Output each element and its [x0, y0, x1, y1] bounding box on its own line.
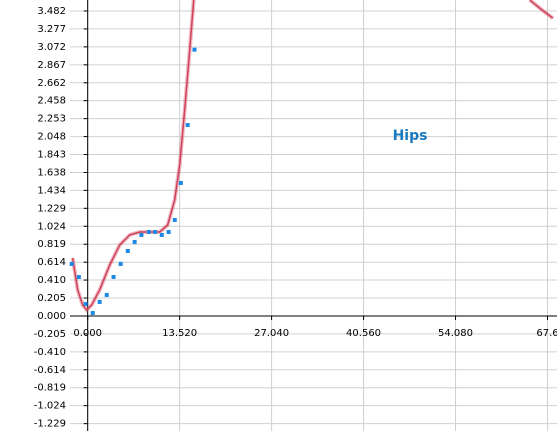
data-point	[111, 274, 116, 279]
y-tick-label: -0.819	[34, 383, 66, 394]
data-point	[192, 47, 197, 52]
y-tick-label: 1.638	[37, 167, 66, 178]
data-point	[90, 311, 95, 316]
data-point	[118, 261, 123, 266]
data-point	[76, 274, 81, 279]
x-tick-label: 27.040	[254, 328, 289, 339]
y-tick-label: -0.205	[34, 329, 66, 340]
data-point	[159, 232, 164, 237]
fit-curve	[71, 0, 554, 312]
y-tick-label: 2.253	[37, 114, 66, 125]
y-tick-label: 3.072	[37, 42, 66, 53]
data-point	[139, 232, 144, 237]
y-tick-label: 0.410	[37, 275, 66, 286]
y-tick-label: 2.458	[37, 96, 66, 107]
y-tick-label: -0.614	[34, 365, 66, 376]
y-tick-label: -0.410	[34, 347, 66, 358]
y-tick-label: -1.024	[34, 401, 66, 412]
y-tick-label: 0.000	[37, 311, 66, 322]
x-tick-label: 13.520	[162, 328, 197, 339]
data-point	[97, 299, 102, 304]
x-tick-label: 40.560	[346, 328, 381, 339]
data-point	[125, 248, 130, 253]
data-point	[104, 292, 109, 297]
y-tick-label: 1.024	[37, 221, 66, 232]
annotation: Hips	[393, 128, 428, 144]
data-point	[172, 217, 177, 222]
y-tick-label: 0.819	[37, 239, 66, 250]
x-tick-label: 67.6	[536, 328, 557, 339]
data-point	[146, 229, 151, 234]
data-point	[185, 123, 190, 128]
data-point	[166, 229, 171, 234]
x-tick-label: 54.080	[438, 328, 473, 339]
y-tick-label: 2.867	[37, 60, 66, 71]
y-tick-label: 0.205	[37, 293, 66, 304]
y-tick-label: -1.229	[34, 419, 66, 430]
y-tick-label: 0.614	[37, 257, 66, 268]
y-tick-label: 1.843	[37, 150, 66, 161]
y-tick-label: 1.434	[37, 185, 66, 196]
data-point	[132, 239, 137, 244]
data-point	[153, 229, 158, 234]
y-tick-label: 2.662	[37, 78, 66, 89]
y-tick-label: 3.482	[37, 6, 66, 17]
data-point	[83, 301, 88, 306]
y-tick-label: 3.277	[37, 24, 66, 35]
data-point	[178, 180, 183, 185]
y-tick-label: 2.048	[37, 132, 66, 143]
y-tick-label: 1.229	[37, 203, 66, 214]
data-point	[69, 261, 74, 266]
